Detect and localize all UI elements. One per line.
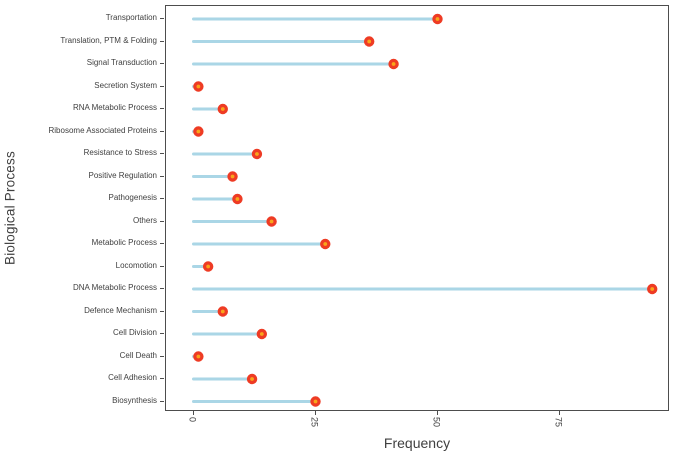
x-axis-tick (436, 411, 438, 415)
y-axis-tick (160, 40, 164, 42)
plot-panel (165, 5, 669, 411)
y-axis-label: Cell Adhesion (108, 373, 157, 382)
y-axis-tick (160, 63, 164, 64)
x-axis-tick-label: 50 (431, 417, 442, 428)
y-axis-label: Defence Mechanism (84, 305, 157, 315)
lollipop-dot-center (196, 129, 201, 134)
y-axis-tick (160, 288, 164, 289)
y-axis-tick (160, 130, 164, 132)
lollipop-dot-center (323, 242, 328, 246)
lollipop-dot-center (235, 197, 240, 201)
y-axis-tick (160, 175, 164, 177)
y-axis-label: Positive Regulation (88, 170, 157, 180)
y-axis-label: Biosynthesis (112, 395, 157, 405)
lollipop-dot-center (250, 377, 254, 381)
y-axis-label: Cell Death (119, 350, 157, 360)
lollipop-dot-center (196, 84, 201, 89)
y-axis-label: Pathogenesis (108, 193, 157, 202)
y-axis-tick (160, 108, 164, 109)
lollipop-dot-center (220, 309, 225, 314)
x-axis-tick (558, 411, 560, 415)
y-axis-tick (160, 85, 164, 87)
y-axis-label: Resistance to Stress (83, 148, 157, 157)
y-axis-labels: Transportation Translation, PTM & Folding… (0, 5, 158, 411)
y-axis-tick (160, 243, 164, 244)
lollipop-dot-center (650, 287, 655, 291)
y-axis-tick (160, 310, 164, 312)
lollipop-dot-center (313, 399, 318, 404)
y-axis-label: Metabolic Process (91, 238, 157, 247)
y-axis-label: Others (132, 215, 157, 225)
y-axis-tick (160, 18, 164, 19)
y-axis-label: RNA Metabolic Process (72, 103, 157, 112)
lollipop-dot-center (367, 39, 372, 44)
lollipop-dot-center (269, 219, 274, 224)
y-axis-tick (160, 265, 164, 267)
y-axis-tick (160, 378, 164, 379)
x-axis-tick-label: 25 (309, 417, 320, 428)
x-axis-title: Frequency (383, 435, 451, 451)
y-axis-label: DNA Metabolic Process (72, 283, 157, 292)
y-axis-tick (160, 153, 164, 154)
y-axis-tick (160, 400, 164, 402)
x-axis-tick (314, 411, 316, 415)
x-axis-tick-label: 75 (553, 417, 564, 428)
y-axis-tick (160, 355, 164, 357)
lollipop-dot-center (391, 62, 396, 66)
lollipop-dot-center (259, 332, 264, 336)
y-axis-tick (160, 198, 164, 199)
lollipop-dot-center (220, 107, 225, 111)
y-axis-label: Ribosome Associated Proteins (48, 125, 158, 135)
y-axis-label: Locomotion (115, 260, 157, 270)
y-axis-tick (160, 220, 164, 222)
lollipop-dot-center (196, 354, 201, 359)
y-axis-label: Signal Transduction (86, 58, 157, 67)
x-axis-tick (192, 411, 194, 415)
y-axis-label: Cell Division (112, 328, 157, 337)
lollipop-dot-center (255, 152, 259, 156)
lollipop-dot-center (435, 17, 440, 21)
y-axis-label: Secretion System (94, 80, 157, 90)
y-axis-label: Transportation (105, 13, 157, 22)
plot-panel-svg (192, 13, 658, 407)
y-axis-label: Translation, PTM & Folding (60, 35, 157, 45)
lollipop-dot-center (230, 174, 235, 179)
lollipop-dot-center (206, 264, 211, 269)
x-axis-tick-label: 0 (187, 417, 198, 423)
y-axis-tick (160, 333, 164, 334)
